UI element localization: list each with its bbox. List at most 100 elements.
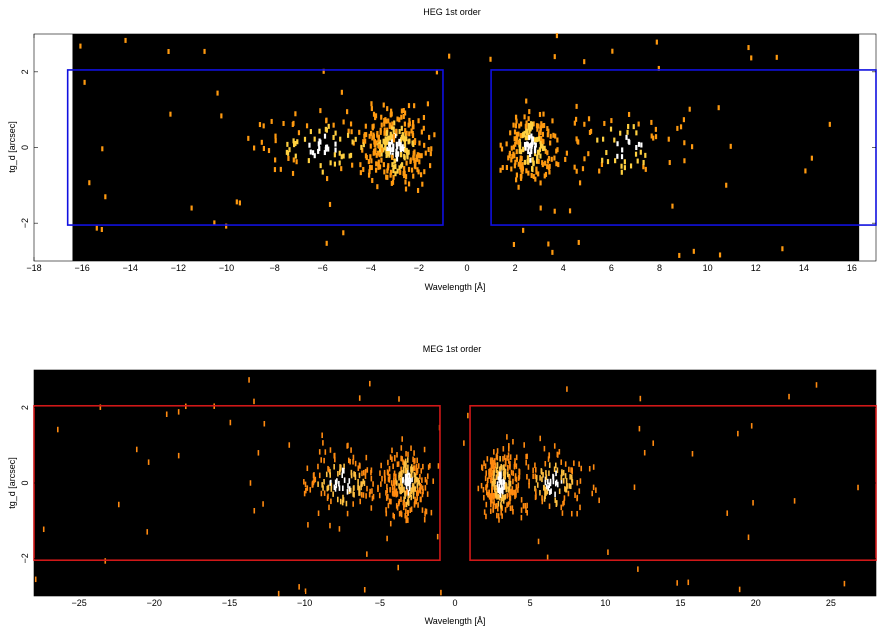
event-pixel	[810, 155, 813, 161]
event-pixel	[342, 230, 345, 236]
event-pixel	[384, 137, 387, 143]
event-pixel	[285, 149, 288, 155]
event-pixel	[503, 480, 505, 487]
event-pixel	[402, 170, 405, 176]
event-pixel	[382, 147, 385, 153]
event-pixel	[500, 510, 502, 516]
event-pixel	[485, 489, 488, 496]
event-pixel	[413, 139, 417, 145]
event-pixel	[613, 137, 616, 143]
event-pixel	[286, 150, 290, 156]
event-pixel	[552, 132, 555, 138]
event-pixel	[537, 171, 540, 177]
event-pixel	[364, 153, 368, 159]
event-pixel	[405, 451, 407, 457]
event-pixel	[394, 455, 396, 462]
event-pixel	[552, 474, 555, 481]
x-tick-label: 0	[465, 263, 470, 273]
event-pixel	[416, 490, 418, 496]
event-pixel	[828, 121, 831, 127]
event-pixel	[587, 116, 591, 122]
event-pixel	[521, 166, 524, 172]
event-pixel	[392, 168, 395, 174]
event-pixel	[495, 492, 498, 499]
event-pixel	[401, 484, 404, 490]
event-pixel	[403, 496, 405, 502]
event-pixel	[546, 132, 549, 138]
event-pixel	[399, 471, 402, 477]
event-pixel	[527, 144, 530, 150]
event-pixel	[494, 503, 497, 510]
event-pixel	[361, 470, 363, 477]
event-pixel	[676, 580, 678, 586]
event-pixel	[577, 139, 580, 145]
event-pixel	[537, 538, 540, 545]
event-pixel	[602, 136, 605, 142]
event-pixel	[512, 470, 514, 476]
event-pixel	[408, 121, 411, 127]
event-pixel	[619, 130, 622, 136]
event-pixel	[382, 102, 385, 108]
meg-events	[34, 377, 859, 597]
event-pixel	[323, 490, 326, 496]
event-pixel	[415, 467, 418, 474]
event-pixel	[418, 140, 421, 146]
event-pixel	[394, 171, 397, 177]
event-pixel	[298, 584, 300, 590]
event-pixel	[323, 479, 325, 485]
event-pixel	[539, 143, 543, 149]
event-pixel	[556, 481, 559, 488]
event-pixel	[247, 135, 250, 141]
event-pixel	[738, 586, 741, 593]
event-pixel	[400, 466, 402, 473]
event-pixel	[408, 131, 411, 137]
event-pixel	[333, 453, 336, 459]
event-pixel	[448, 53, 451, 59]
event-pixel	[551, 118, 554, 124]
event-pixel	[274, 133, 277, 139]
event-pixel	[364, 123, 367, 129]
event-pixel	[288, 147, 291, 153]
event-pixel	[545, 484, 548, 490]
event-pixel	[277, 590, 280, 597]
event-pixel	[235, 199, 238, 205]
event-pixel	[499, 487, 502, 494]
event-pixel	[374, 147, 377, 153]
event-pixel	[367, 159, 370, 165]
event-pixel	[398, 511, 401, 517]
event-pixel	[485, 470, 488, 476]
event-pixel	[505, 482, 507, 488]
event-pixel	[804, 168, 807, 174]
event-pixel	[562, 469, 565, 476]
event-pixel	[410, 467, 413, 474]
event-pixel	[535, 477, 538, 483]
event-pixel	[321, 482, 323, 488]
event-pixel	[380, 481, 382, 487]
x-tick-label: 4	[561, 263, 566, 273]
event-pixel	[430, 509, 433, 516]
event-pixel	[366, 485, 368, 492]
event-pixel	[404, 493, 406, 499]
event-pixel	[543, 496, 546, 502]
event-pixel	[370, 469, 372, 476]
event-pixel	[583, 156, 586, 162]
x-tick-label: −5	[375, 598, 385, 608]
event-pixel	[317, 141, 320, 147]
event-pixel	[428, 134, 431, 140]
x-tick-label: 8	[657, 263, 662, 273]
event-pixel	[750, 55, 753, 61]
event-pixel	[414, 486, 416, 492]
event-pixel	[292, 157, 295, 163]
event-pixel	[124, 37, 127, 43]
event-pixel	[303, 479, 305, 485]
event-pixel	[308, 142, 311, 148]
event-pixel	[426, 101, 430, 107]
event-pixel	[342, 497, 345, 503]
event-pixel	[511, 490, 514, 496]
event-pixel	[491, 498, 493, 504]
event-pixel	[426, 473, 429, 479]
x-tick-label: 14	[799, 263, 809, 273]
event-pixel	[402, 113, 405, 119]
event-pixel	[627, 123, 630, 129]
event-pixel	[560, 474, 563, 481]
